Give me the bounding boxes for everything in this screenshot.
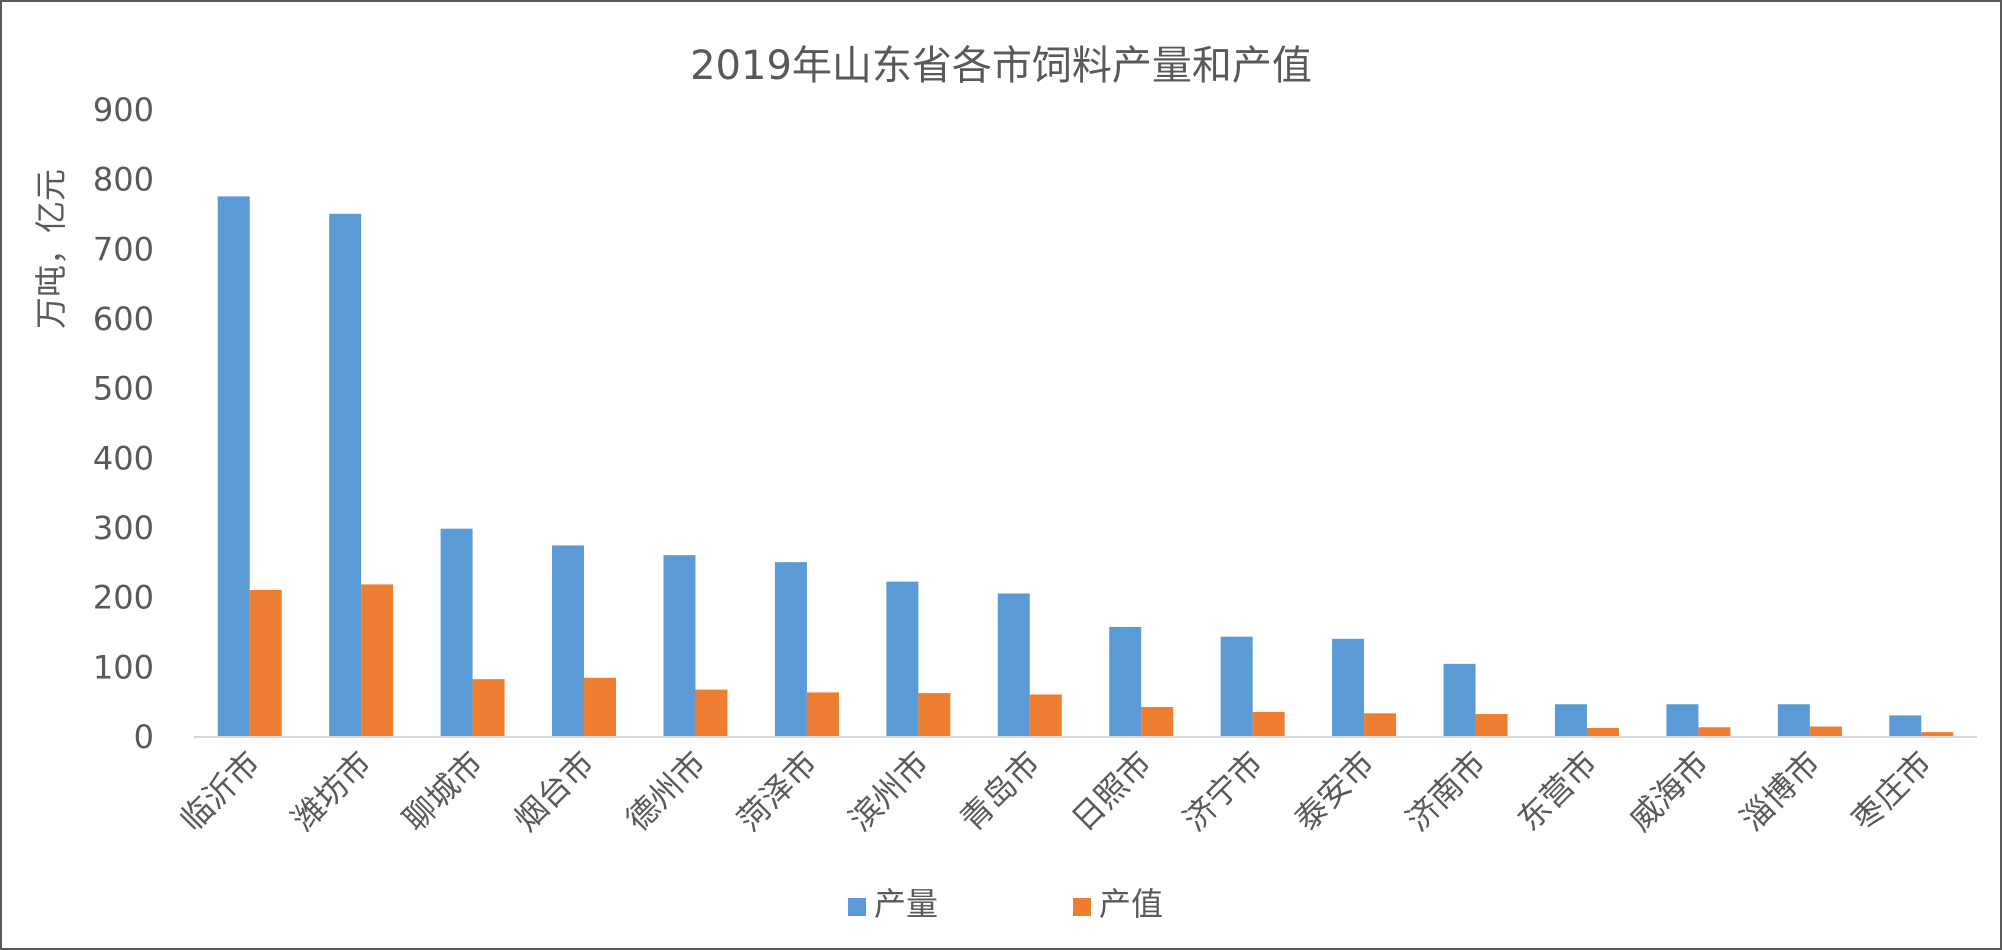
x-axis-category-labels: 临沂市 潍坊市 聊城市 烟台市 德州市 菏泽市 滨州市 青岛市 日照市 济宁市 泰安市 济南市 东营市威…: [173, 744, 1939, 839]
bar-output: [663, 555, 696, 737]
x-category-label: 日照市: [1064, 744, 1159, 839]
y-tick-label: 400: [93, 439, 154, 477]
legend-label: 产量: [874, 885, 938, 923]
bar-value: [1141, 707, 1174, 737]
legend-label: 产值: [1099, 885, 1163, 923]
x-category-label: 滨州市: [841, 744, 936, 839]
legend: 产量 产值: [848, 885, 1163, 923]
bar-value: [1364, 713, 1397, 737]
y-tick-label: 300: [93, 509, 154, 547]
bar-output: [1666, 704, 1699, 737]
bars: [217, 196, 1954, 738]
bar-output: [1332, 638, 1365, 737]
bar-output: [1220, 636, 1253, 737]
bar-value: [1698, 727, 1731, 737]
bar-output: [886, 581, 919, 737]
x-category-label: 临沂市: [173, 744, 268, 839]
bar-value: [695, 689, 728, 737]
x-category-label: 聊城市: [395, 744, 490, 839]
bar-output: [217, 196, 250, 738]
y-axis-label: 万吨，亿元: [32, 169, 70, 329]
bar-value: [1921, 732, 1954, 737]
x-category-label: 淄博市: [1733, 744, 1828, 839]
x-category-label: 菏泽市: [730, 744, 825, 839]
bar-value: [1252, 711, 1285, 737]
bar-value: [1809, 726, 1842, 737]
bar-output: [1889, 715, 1922, 737]
bar-value: [1475, 714, 1508, 737]
x-category-label: 青岛市: [953, 744, 1048, 839]
y-tick-label: 800: [93, 161, 154, 199]
x-category-label: 济宁市: [1176, 744, 1271, 839]
chart-title: 2019年山东省各市饲料产量和产值: [690, 43, 1312, 89]
bar-output: [440, 528, 473, 737]
bar-output: [1109, 626, 1142, 737]
y-tick-label: 500: [93, 370, 154, 408]
y-tick-label: 900: [93, 91, 154, 129]
y-tick-label: 200: [93, 579, 154, 617]
bar-value: [472, 679, 505, 737]
bar-value: [918, 693, 951, 737]
bar-output: [774, 562, 807, 737]
x-category-label: 烟台市: [507, 744, 602, 839]
x-category-label: 济南市: [1398, 744, 1493, 839]
bar-output: [552, 545, 585, 737]
y-tick-label: 100: [93, 648, 154, 686]
bar-value: [584, 677, 617, 737]
x-category-label: 泰安市: [1287, 744, 1382, 839]
bar-output: [1443, 663, 1476, 737]
x-category-label: 潍坊市: [284, 744, 379, 839]
legend-swatch: [848, 898, 866, 916]
bar-output: [997, 593, 1030, 737]
bar-value: [1586, 727, 1619, 737]
x-category-label: 威海市: [1621, 744, 1716, 839]
bar-output: [1777, 704, 1810, 737]
bar-output: [1554, 704, 1587, 737]
bar-value: [249, 590, 282, 737]
y-tick-label: 0: [134, 718, 154, 756]
y-tick-label: 700: [93, 230, 154, 268]
legend-swatch: [1073, 898, 1091, 916]
bar-output: [329, 213, 362, 737]
y-axis-ticks: 0 100 200 300 400 500 600 700 800 900: [93, 91, 154, 756]
x-category-label: 德州市: [618, 744, 713, 839]
bar-value: [806, 692, 839, 737]
y-tick-label: 600: [93, 300, 154, 338]
bar-value: [361, 584, 394, 737]
x-category-label: 枣庄市: [1844, 744, 1939, 839]
bar-value: [1029, 694, 1062, 737]
x-category-label: 东营市: [1510, 744, 1605, 839]
